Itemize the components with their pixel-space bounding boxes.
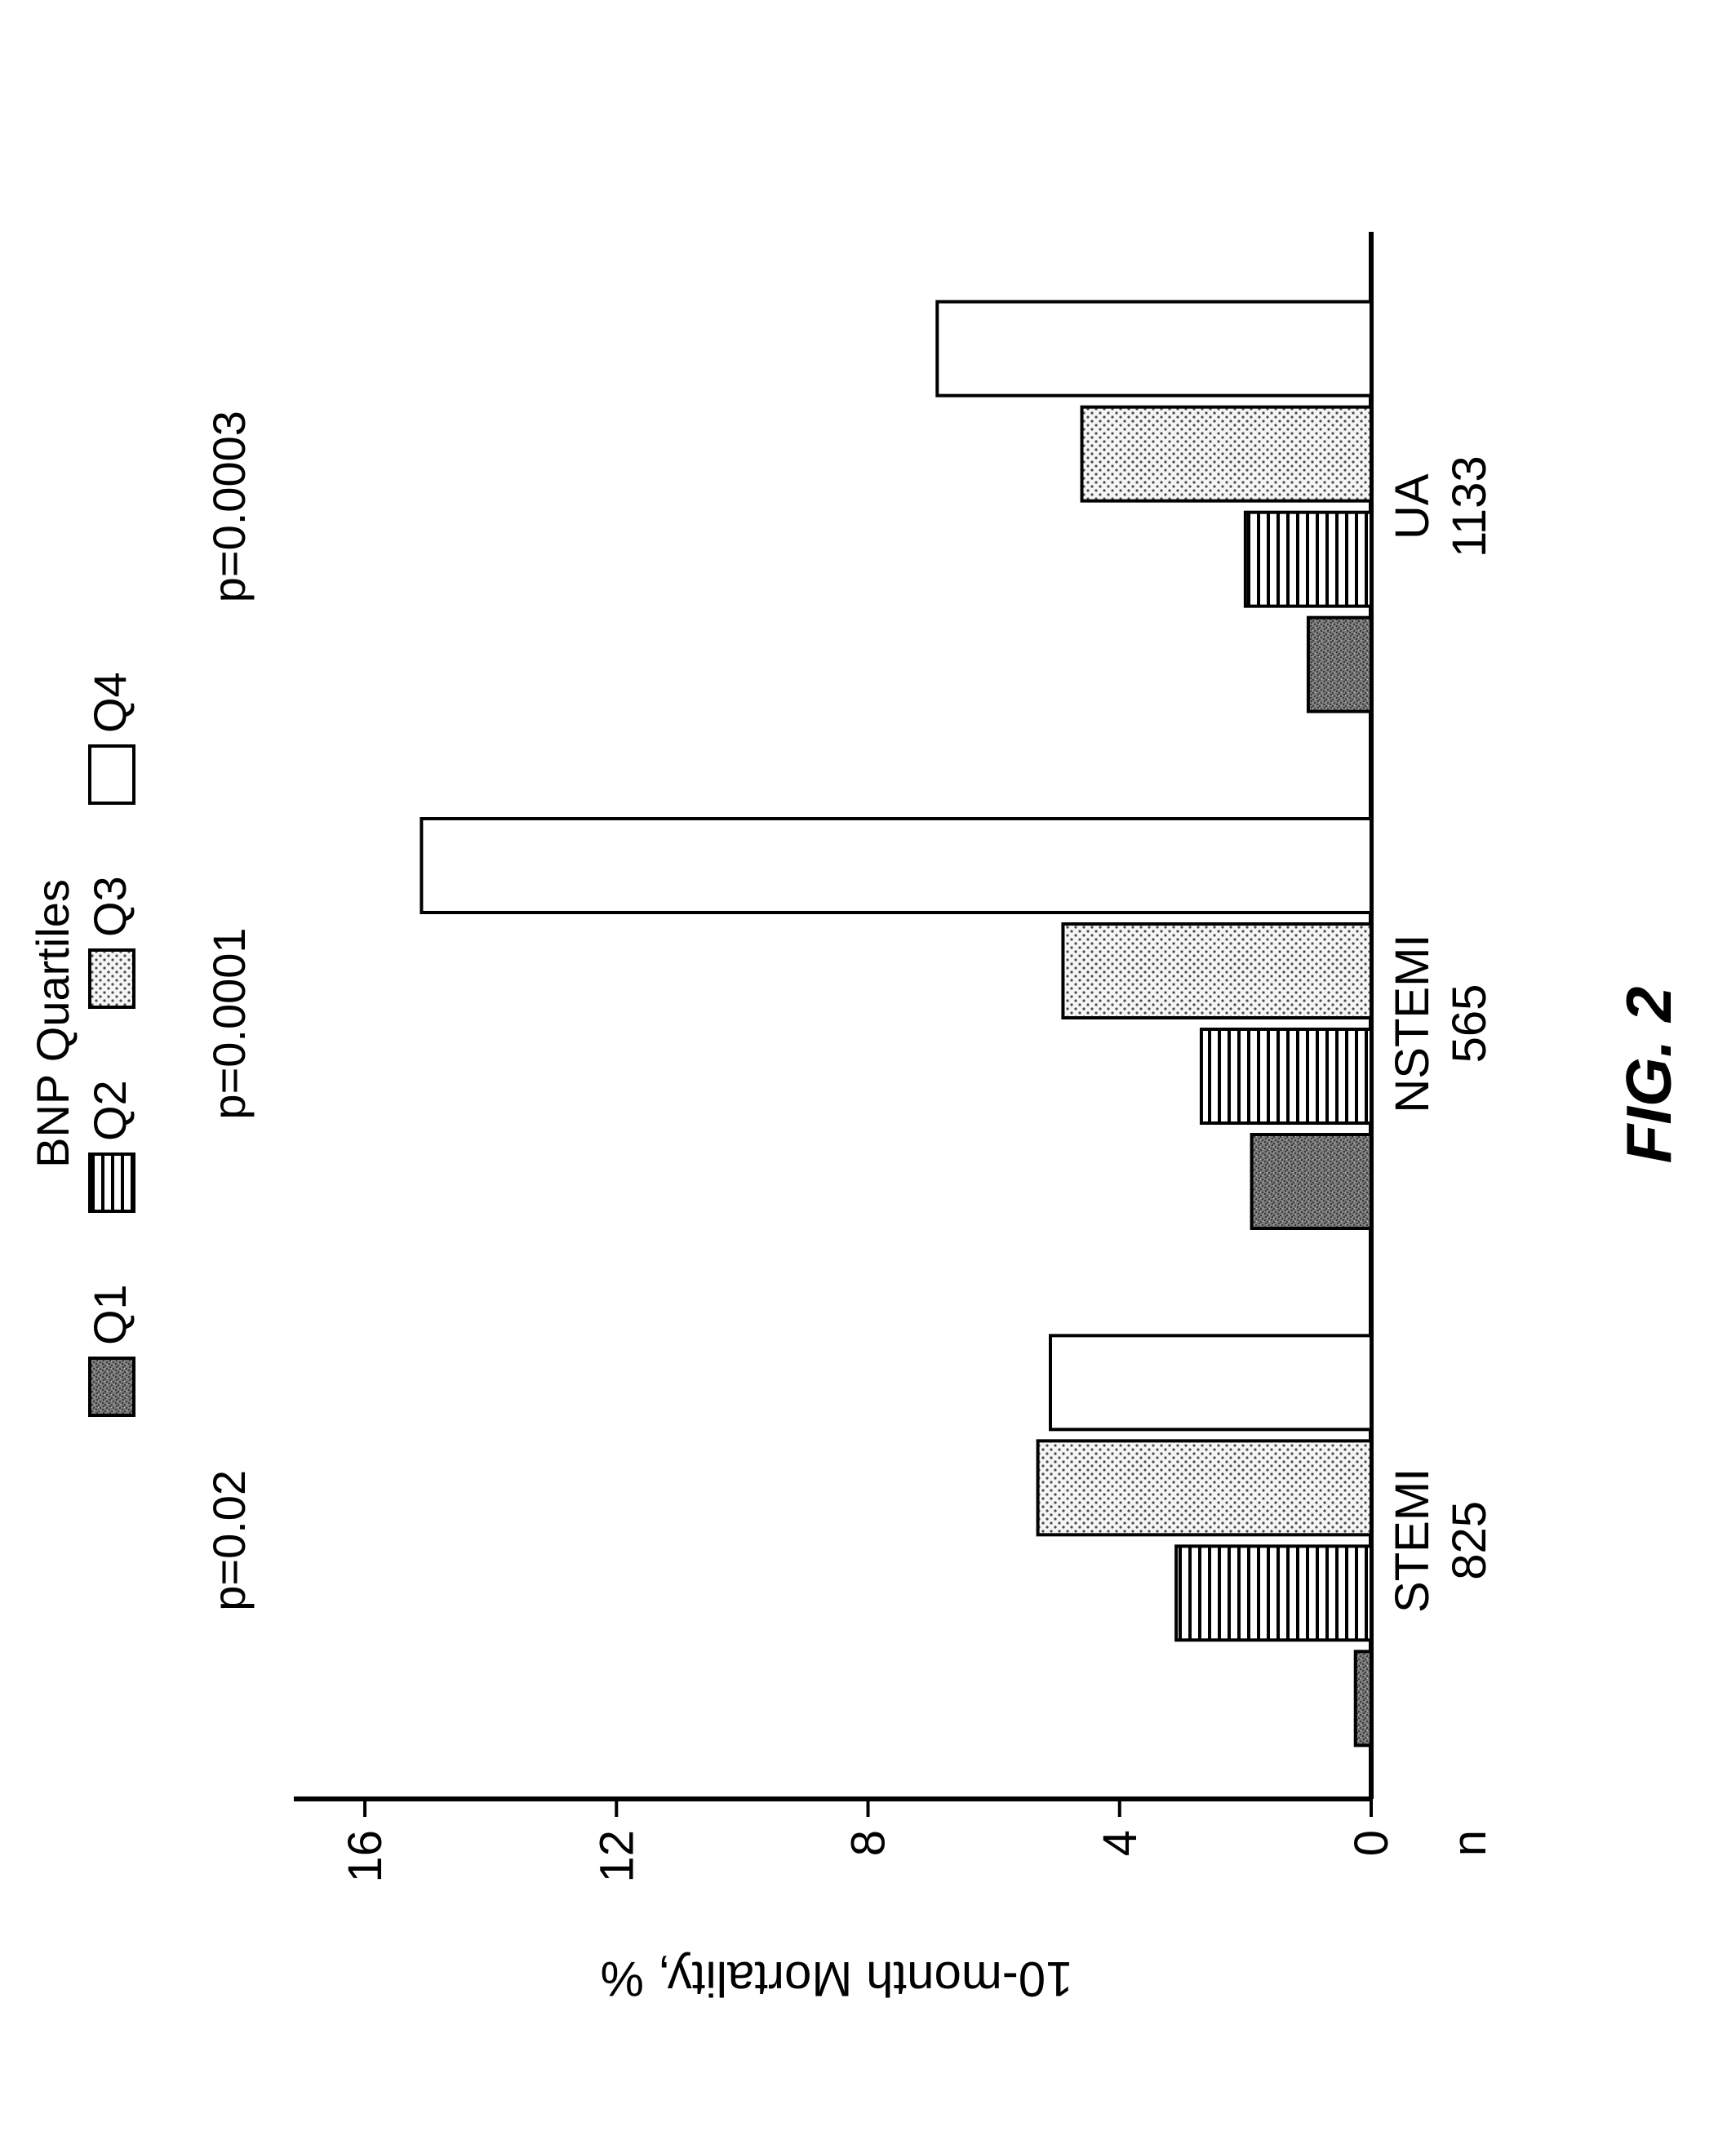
ytick-label: 12 (590, 1830, 643, 1883)
bar (1201, 1029, 1371, 1123)
bar (1252, 1135, 1371, 1228)
p-value: p=0.02 (203, 1470, 255, 1611)
group-label: STEMI (1386, 1468, 1439, 1613)
n-row-label: n (1443, 1830, 1496, 1856)
bar (1082, 407, 1371, 501)
bar (1245, 513, 1371, 606)
ytick-label: 0 (1345, 1830, 1398, 1856)
figure-stage: BNP Quartiles Q1 Q2 Q3 Q4 p=0.02 p=0.000… (0, 0, 1736, 2150)
p-value: p=0.0003 (203, 411, 255, 602)
bar (1176, 1546, 1371, 1640)
group-label: NSTEMI (1386, 934, 1439, 1113)
group-n: 825 (1443, 1501, 1496, 1580)
legend-swatch (90, 1358, 134, 1415)
ytick-label: 4 (1094, 1830, 1147, 1856)
group-n: 1133 (1443, 455, 1496, 557)
legend-swatch (90, 950, 134, 1007)
legend-label: Q1 (84, 1284, 135, 1345)
bar (1063, 924, 1371, 1018)
legend-swatch (90, 1154, 134, 1211)
legend-title: BNP Quartiles (27, 879, 78, 1168)
figure-label: FIG. 2 (1613, 987, 1685, 1164)
bar (1356, 1651, 1371, 1745)
ytick-label: 8 (842, 1830, 895, 1856)
legend-swatch (90, 746, 134, 803)
bar (937, 302, 1371, 396)
bar (421, 819, 1371, 913)
bar (1038, 1441, 1371, 1534)
legend-label: Q3 (84, 876, 135, 937)
p-value: p=0.0001 (203, 927, 255, 1119)
group-n: 565 (1443, 984, 1496, 1064)
legend-label: Q4 (84, 672, 135, 733)
y-axis-title: 10-month Mortality, % (600, 1952, 1072, 2006)
group-label: UA (1386, 473, 1439, 540)
bar (1308, 618, 1371, 712)
bar (1050, 1335, 1371, 1429)
ytick-label: 16 (339, 1830, 392, 1883)
legend-label: Q2 (84, 1080, 135, 1141)
